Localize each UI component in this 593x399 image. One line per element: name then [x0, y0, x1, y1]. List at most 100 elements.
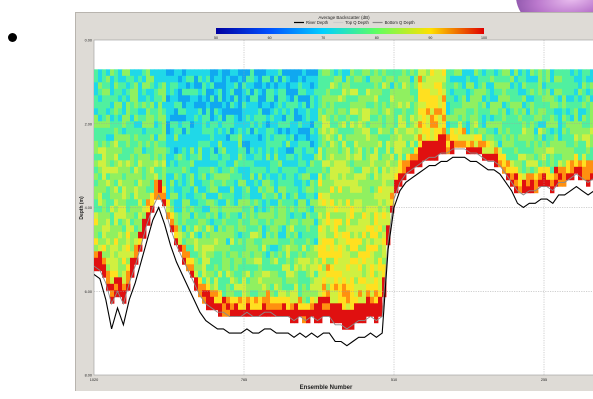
heatmap-cell	[546, 173, 551, 181]
heatmap-cell	[350, 127, 355, 135]
heatmap-cell	[322, 199, 327, 207]
heatmap-cell	[122, 270, 127, 278]
heatmap-cell	[182, 95, 187, 103]
heatmap-cell	[150, 140, 155, 148]
heatmap-cell	[266, 244, 271, 252]
heatmap-cell	[506, 147, 511, 155]
heatmap-cell	[214, 283, 219, 291]
heatmap-cell	[554, 173, 559, 181]
heatmap-cell	[118, 251, 123, 259]
heatmap-cell	[150, 121, 155, 129]
heatmap-cell	[494, 69, 499, 77]
heatmap-cell	[590, 95, 593, 103]
heatmap-cell	[138, 238, 143, 246]
heatmap-cell	[178, 121, 183, 129]
heatmap-cell	[274, 199, 279, 207]
heatmap-cell	[238, 186, 243, 194]
heatmap-cell	[530, 134, 535, 142]
heatmap-cell	[298, 179, 303, 187]
heatmap-cell	[234, 212, 239, 220]
heatmap-cell	[386, 153, 391, 161]
heatmap-cell	[110, 186, 115, 194]
heatmap-cell	[510, 95, 515, 103]
heatmap-cell	[266, 277, 271, 285]
heatmap-cell	[222, 212, 227, 220]
heatmap-cell	[398, 140, 403, 148]
heatmap-cell	[398, 166, 403, 174]
heatmap-cell	[130, 192, 135, 200]
heatmap-cell	[226, 140, 231, 148]
heatmap-cell	[446, 127, 451, 135]
heatmap-cell	[102, 257, 107, 265]
heatmap-cell	[526, 127, 531, 135]
heatmap-cell	[106, 75, 111, 83]
heatmap-cell	[394, 82, 399, 90]
heatmap-cell	[238, 192, 243, 200]
heatmap-cell	[322, 238, 327, 246]
heatmap-cell	[346, 212, 351, 220]
heatmap-cell	[558, 127, 563, 135]
heatmap-cell	[486, 121, 491, 129]
heatmap-cell	[522, 75, 527, 83]
heatmap-cell	[378, 166, 383, 174]
heatmap-cell	[214, 166, 219, 174]
heatmap-cell	[274, 173, 279, 181]
heatmap-cell	[310, 160, 315, 168]
heatmap-cell	[298, 309, 303, 317]
heatmap-cell	[234, 244, 239, 252]
heatmap-cell	[222, 199, 227, 207]
heatmap-cell	[250, 251, 255, 259]
heatmap-cell	[278, 225, 283, 233]
heatmap-cell	[306, 147, 311, 155]
heatmap-cell	[278, 212, 283, 220]
heatmap-cell	[270, 108, 275, 116]
heatmap-cell	[298, 303, 303, 311]
heatmap-cell	[398, 147, 403, 155]
heatmap-cell	[342, 88, 347, 96]
heatmap-cell	[318, 75, 323, 83]
heatmap-cell	[362, 121, 367, 129]
heatmap-cell	[418, 108, 423, 116]
heatmap-cell	[306, 309, 311, 317]
heatmap-cell	[566, 127, 571, 135]
heatmap-cell	[214, 147, 219, 155]
heatmap-cell	[322, 127, 327, 135]
heatmap-cell	[178, 108, 183, 116]
heatmap-cell	[346, 296, 351, 304]
heatmap-cell	[122, 231, 127, 239]
heatmap-cell	[382, 134, 387, 142]
heatmap-cell	[426, 121, 431, 129]
heatmap-cell	[246, 257, 251, 265]
heatmap-cell	[314, 212, 319, 220]
heatmap-cell	[354, 244, 359, 252]
heatmap-cell	[342, 134, 347, 142]
heatmap-cell	[166, 121, 171, 129]
heatmap-cell	[538, 153, 543, 161]
heatmap-cell	[94, 192, 99, 200]
heatmap-cell	[138, 179, 143, 187]
heatmap-cell	[562, 95, 567, 103]
heatmap-cell	[378, 251, 383, 259]
heatmap-cell	[362, 173, 367, 181]
heatmap-cell	[446, 140, 451, 148]
heatmap-cell	[202, 101, 207, 109]
heatmap-cell	[306, 264, 311, 272]
heatmap-cell	[106, 186, 111, 194]
heatmap-cell	[298, 114, 303, 122]
heatmap-cell	[358, 121, 363, 129]
heatmap-cell	[138, 101, 143, 109]
heatmap-cell	[118, 140, 123, 148]
heatmap-cell	[174, 173, 179, 181]
heatmap-cell	[582, 147, 587, 155]
heatmap-cell	[310, 166, 315, 174]
heatmap-cell	[198, 108, 203, 116]
heatmap-cell	[110, 225, 115, 233]
heatmap-cell	[370, 238, 375, 246]
heatmap-cell	[226, 127, 231, 135]
heatmap-cell	[506, 95, 511, 103]
heatmap-cell	[554, 134, 559, 142]
heatmap-cell	[586, 134, 591, 142]
heatmap-cell	[554, 140, 559, 148]
heatmap-cell	[234, 95, 239, 103]
heatmap-cell	[230, 199, 235, 207]
